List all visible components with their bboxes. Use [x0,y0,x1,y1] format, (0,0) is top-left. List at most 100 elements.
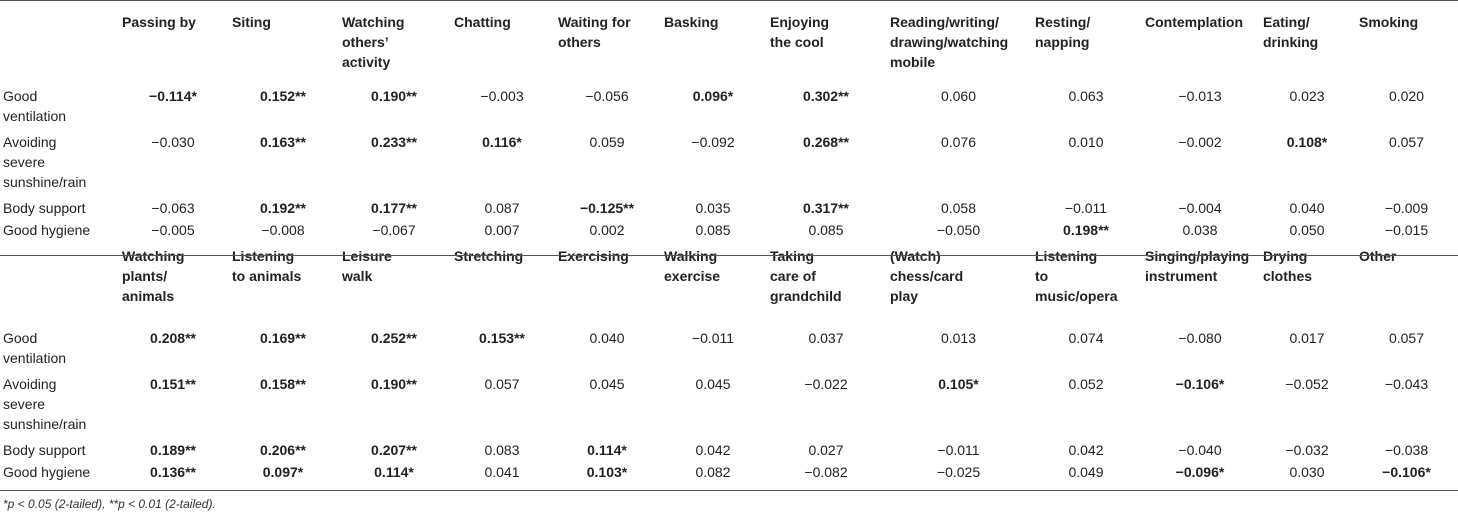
table-row: Body support −0.063 0.192** 0.177** 0.087 −0.… [0,198,1458,220]
row-label-line: Body support [3,200,86,216]
column-header-line: plants/ [122,268,168,284]
correlation-value-cell: −0.003 [480,88,524,104]
column-header-line: Taking [770,248,815,264]
correlation-value-cell: 0.108* [1286,134,1328,150]
column-header: Other [1355,242,1458,328]
correlation-value-cell: 0.268** [803,134,849,150]
correlation-value-cell: 0.040 [589,330,625,346]
column-header-line: Stretching [454,248,524,264]
correlation-value-cell: −0.043 [1384,376,1429,392]
column-header: Leisure walk [338,242,450,328]
column-header-line: Drying [1263,248,1308,264]
correlation-value-cell: −0.011 [937,442,980,458]
correlation-value-cell: −0.067 [372,222,416,238]
correlation-value-cell: 0.030 [1289,464,1325,480]
correlation-value-cell: −0.063 [151,200,195,216]
column-header-line: Leisure [342,248,392,264]
table-body: Passing by Siting Watching others’ activity C… [0,0,1458,484]
column-header-line: instrument [1145,268,1218,284]
row-label: Avoiding severe sunshine/rain [0,374,118,440]
column-header-line: Enjoying [770,14,830,30]
correlation-value-cell: 0.045 [589,376,625,392]
correlation-value-cell: 0.063 [1068,88,1104,104]
column-header-line: to animals [232,268,302,284]
correlation-value-cell: 0.037 [808,330,844,346]
correlation-value-cell: −0.092 [691,134,735,150]
correlation-value-cell: 0.151** [150,376,196,392]
row-label-line: severe [3,154,46,170]
correlation-value-cell: 0.096* [692,88,734,104]
correlation-value-cell: 0.013 [940,330,977,346]
row-label: Good ventilation [0,328,118,374]
correlation-value-cell: −0.106* [1382,464,1431,480]
column-header-line: Resting/ [1035,14,1091,30]
correlation-value-cell: 0.040 [1289,200,1325,216]
correlation-value-cell: 0.076 [940,134,977,150]
correlation-value-cell: 0.158** [260,376,306,392]
table-row: Good hygiene −0.005 −0.008 −0.067 0.007 0.002… [0,220,1458,242]
row-label: Good hygiene [0,220,118,242]
column-header: Walking exercise [660,242,766,328]
column-header-line: (Watch) [890,248,941,264]
column-header-line: others’ [342,34,389,50]
correlation-value-cell: 0.010 [1068,134,1104,150]
column-header-line: Siting [232,14,271,30]
column-header-line: Waiting for [558,14,631,30]
correlation-value-cell: 0.083 [484,442,520,458]
correlation-value-cell: −0.004 [1178,200,1222,216]
column-header-line: Listening [1035,248,1098,264]
correlation-value-cell: −0.030 [151,134,195,150]
table-top-rule [0,0,1458,1]
correlation-value-cell: 0.082 [695,464,731,480]
column-header-line: the cool [770,34,824,50]
correlation-value-cell: 0.163** [260,134,306,150]
row-label-line: Avoiding [3,134,57,150]
column-header-line: grandchild [770,288,842,304]
column-header: Waiting for others [554,0,660,86]
column-header-line: Other [1359,248,1397,264]
row-label-line: Good [3,330,38,346]
correlation-value-cell: 0.059 [589,134,625,150]
row-label-line: sunshine/rain [3,174,87,190]
column-header-line: Watching [122,248,185,264]
table-row: Avoiding severe sunshine/rain 0.151** 0.158*… [0,374,1458,440]
header-row: Passing by Siting Watching others’ activity C… [0,0,1458,86]
column-header-line: play [890,288,919,304]
correlation-value-cell: 0.233** [371,134,417,150]
column-header: Watching others’ activity [338,0,450,86]
column-header-line: Reading/writing/ [890,14,999,30]
correlation-value-cell: −0.125** [579,200,635,216]
column-header-line: Passing by [122,14,196,30]
row-label-line: Avoiding [3,376,57,392]
correlation-value-cell: −0.082 [804,464,848,480]
table-row: Avoiding severe sunshine/rain −0.030 0.163**… [0,132,1458,198]
column-header-line: clothes [1263,268,1313,284]
correlation-value-cell: −0.011 [1064,200,1108,216]
correlation-value-cell: −0.002 [1178,134,1222,150]
correlation-value-cell: 0.035 [695,200,731,216]
correlation-value-cell: 0.116* [482,134,522,150]
correlation-value-cell: 0.042 [695,442,731,458]
correlation-value-cell: 0.190** [371,376,417,392]
correlation-value-cell: 0.105* [938,376,979,392]
column-header: Watching plants/animals [118,242,228,328]
correlation-value-cell: −0.011 [691,330,735,346]
header-corner-cell [0,0,118,86]
column-header: Siting [228,0,338,86]
table-footnote: *p < 0.05 (2-tailed), **p < 0.01 (2-tail… [3,497,216,511]
row-label: Good hygiene [0,462,118,484]
correlation-value-cell: 0.074 [1068,330,1104,346]
correlation-value-cell: 0.052 [1068,376,1104,392]
column-header: Taking care of grandchild [766,242,886,328]
column-header: (Watch) chess/card play [886,242,1031,328]
column-header-line: care of [770,268,816,284]
correlation-value-cell: −0.025 [936,464,981,480]
header-row: Watching plants/animals Listening to animal… [0,242,1458,328]
correlation-value-cell: −0.056 [585,88,629,104]
correlation-value-cell: 0.017 [1289,330,1325,346]
column-header: Exercising [554,242,660,328]
correlation-value-cell: 0.114* [374,464,414,480]
correlation-value-cell: 0.058 [940,200,977,216]
correlation-value-cell: 0.057 [1388,134,1425,150]
column-header-line: Smoking [1359,14,1419,30]
